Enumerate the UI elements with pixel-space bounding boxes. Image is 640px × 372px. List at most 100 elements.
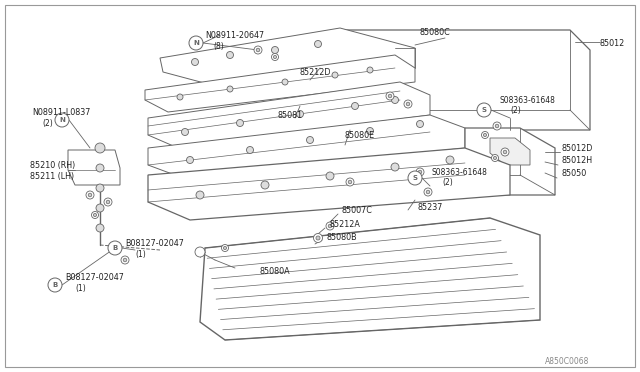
Polygon shape [148, 115, 465, 178]
Polygon shape [68, 150, 120, 185]
Circle shape [307, 137, 314, 144]
Text: (1): (1) [135, 250, 146, 259]
Text: N08911-20647: N08911-20647 [205, 31, 264, 39]
Circle shape [124, 258, 127, 262]
Polygon shape [160, 28, 415, 92]
Circle shape [493, 122, 501, 130]
Text: 85080C: 85080C [420, 28, 451, 36]
Circle shape [186, 157, 193, 164]
Circle shape [483, 134, 486, 137]
Text: 85080E: 85080E [345, 131, 375, 140]
Circle shape [195, 247, 205, 257]
Polygon shape [145, 55, 415, 112]
Text: 85212A: 85212A [330, 219, 361, 228]
Text: 85080B: 85080B [327, 232, 358, 241]
Circle shape [246, 147, 253, 154]
Circle shape [182, 128, 189, 135]
Circle shape [86, 191, 94, 199]
Circle shape [391, 163, 399, 171]
Circle shape [346, 178, 354, 186]
Circle shape [256, 48, 260, 52]
Text: 85080A: 85080A [260, 267, 291, 276]
Circle shape [96, 184, 104, 192]
Text: A850C0068: A850C0068 [545, 357, 589, 366]
Circle shape [108, 241, 122, 255]
Circle shape [237, 119, 243, 126]
Text: 85210 (RH): 85210 (RH) [30, 160, 76, 170]
Text: S08363-61648: S08363-61648 [432, 167, 488, 176]
Circle shape [477, 103, 491, 117]
Circle shape [227, 86, 233, 92]
Text: (2): (2) [42, 119, 52, 128]
Text: 85212D: 85212D [300, 67, 332, 77]
Circle shape [261, 181, 269, 189]
Circle shape [282, 79, 288, 85]
Polygon shape [200, 218, 540, 340]
Circle shape [495, 124, 499, 128]
Text: B: B [113, 245, 118, 251]
Circle shape [223, 246, 227, 250]
Circle shape [196, 191, 204, 199]
Circle shape [424, 188, 432, 196]
Text: 85012D: 85012D [562, 144, 593, 153]
Text: 85012H: 85012H [562, 155, 593, 164]
Circle shape [191, 58, 198, 65]
Circle shape [493, 156, 497, 160]
Text: 85007C: 85007C [342, 205, 373, 215]
Circle shape [388, 94, 392, 98]
Circle shape [418, 170, 422, 174]
Text: 85081: 85081 [278, 110, 303, 119]
Circle shape [446, 156, 454, 164]
Polygon shape [5, 5, 635, 367]
Polygon shape [340, 30, 590, 130]
Circle shape [328, 224, 332, 228]
Polygon shape [465, 128, 555, 195]
Circle shape [348, 180, 352, 184]
Text: B08127-02047: B08127-02047 [125, 238, 184, 247]
Circle shape [227, 51, 234, 58]
Circle shape [296, 110, 303, 118]
Circle shape [503, 150, 507, 154]
Circle shape [386, 92, 394, 100]
Text: (2): (2) [442, 177, 452, 186]
Circle shape [88, 193, 92, 197]
Circle shape [408, 171, 422, 185]
Circle shape [271, 46, 278, 54]
Polygon shape [490, 138, 530, 165]
Text: 85050: 85050 [562, 169, 588, 177]
Circle shape [96, 204, 104, 212]
Text: (8): (8) [213, 42, 224, 51]
Circle shape [221, 244, 228, 251]
Circle shape [416, 168, 424, 176]
Circle shape [316, 236, 320, 240]
Circle shape [332, 72, 338, 78]
Circle shape [96, 224, 104, 232]
Circle shape [96, 164, 104, 172]
Text: (1): (1) [75, 285, 86, 294]
Text: 85237: 85237 [418, 202, 444, 212]
Circle shape [326, 222, 334, 230]
Circle shape [417, 121, 424, 128]
Circle shape [48, 278, 62, 292]
Circle shape [392, 96, 399, 103]
Circle shape [351, 103, 358, 109]
Polygon shape [148, 82, 430, 148]
Polygon shape [148, 148, 510, 220]
Text: S: S [481, 107, 486, 113]
Text: B: B [52, 282, 58, 288]
Text: 85012: 85012 [600, 38, 625, 48]
Circle shape [326, 172, 334, 180]
Circle shape [501, 148, 509, 156]
Circle shape [189, 36, 203, 50]
Circle shape [367, 128, 374, 135]
Text: 85211 (LH): 85211 (LH) [30, 171, 74, 180]
Circle shape [55, 113, 69, 127]
Circle shape [273, 55, 276, 58]
Circle shape [254, 46, 262, 54]
Circle shape [93, 214, 97, 217]
Circle shape [367, 67, 373, 73]
Circle shape [104, 198, 112, 206]
Text: N: N [59, 117, 65, 123]
Circle shape [271, 54, 278, 61]
Circle shape [95, 143, 105, 153]
